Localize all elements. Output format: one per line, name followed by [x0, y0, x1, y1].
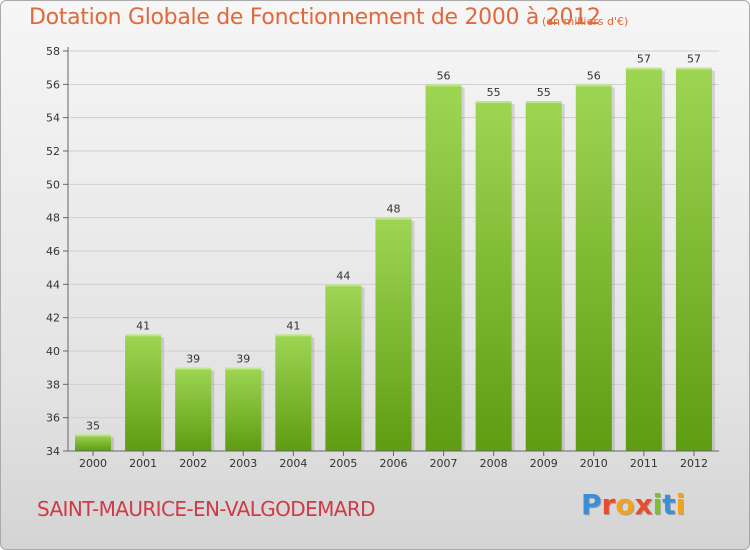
- y-tick-label: 42: [46, 312, 60, 325]
- bar-2006: [375, 217, 412, 451]
- bar-highlight: [175, 367, 212, 370]
- value-label-2008: 55: [487, 86, 501, 99]
- x-tick-label-2000: 2000: [79, 457, 107, 470]
- bar-highlight: [275, 334, 312, 337]
- bars: [75, 67, 715, 452]
- bar-2002: [175, 367, 212, 451]
- proxiti-logo: Proxiti: [581, 488, 686, 521]
- value-label-2004: 41: [286, 319, 300, 332]
- bar-highlight: [225, 367, 262, 370]
- value-label-2001: 41: [136, 319, 150, 332]
- x-tick-label-2001: 2001: [129, 457, 157, 470]
- bar-highlight: [525, 101, 562, 103]
- y-tick-label: 58: [46, 45, 60, 58]
- bar-highlight: [675, 67, 712, 70]
- x-tick-label-2008: 2008: [480, 457, 508, 470]
- bar-highlight: [475, 101, 512, 103]
- value-label-2009: 55: [537, 86, 551, 99]
- x-tick-label-2012: 2012: [680, 457, 708, 470]
- y-tick-label: 54: [46, 112, 60, 125]
- value-label-2011: 57: [637, 53, 651, 66]
- value-label-2010: 56: [587, 69, 601, 82]
- y-tick-label: 46: [46, 245, 60, 258]
- bar-2008: [475, 101, 512, 451]
- bar-2012: [675, 67, 712, 452]
- x-tick-label-2003: 2003: [229, 457, 257, 470]
- y-tick-label: 44: [46, 278, 60, 291]
- x-tick-label-2006: 2006: [380, 457, 408, 470]
- x-tick-label-2011: 2011: [630, 457, 658, 470]
- value-label-2003: 39: [236, 353, 250, 366]
- bar-2010: [575, 84, 612, 451]
- y-tick-label: 40: [46, 345, 60, 358]
- bar-2005: [325, 284, 362, 451]
- unit-label: (en milliers d'€): [542, 15, 629, 28]
- bar-highlight: [375, 217, 412, 220]
- y-tick-label: 34: [46, 445, 60, 458]
- y-tick-label: 38: [46, 378, 60, 391]
- bar-2000: [75, 434, 112, 451]
- chart-title: Dotation Globale de Fonctionnement de 20…: [29, 5, 601, 30]
- bar-highlight: [425, 84, 462, 87]
- bar-2004: [275, 334, 312, 451]
- value-label-2007: 56: [437, 69, 451, 82]
- value-label-2012: 57: [687, 53, 701, 66]
- bar-highlight: [325, 284, 362, 287]
- x-tick-label-2004: 2004: [279, 457, 307, 470]
- bar-highlight: [75, 434, 112, 437]
- bar-2007: [425, 84, 462, 451]
- bar-highlight: [575, 84, 612, 87]
- x-tick-label-2007: 2007: [430, 457, 458, 470]
- bar-2001: [125, 334, 162, 451]
- commune-name: SAINT-MAURICE-EN-VALGODEMARD: [37, 497, 376, 521]
- bar-2009: [525, 101, 562, 451]
- y-tick-label: 36: [46, 412, 60, 425]
- bar-highlight: [125, 334, 162, 337]
- value-label-2002: 39: [186, 353, 200, 366]
- labels: 34 36 38 40 42 44 46 48 50 52 54 56 58 35 2000 41 2001 39…: [46, 45, 708, 470]
- y-tick-label: 50: [46, 178, 60, 191]
- value-label-2000: 35: [86, 419, 100, 432]
- x-tick-label-2005: 2005: [329, 457, 357, 470]
- y-tick-label: 56: [46, 78, 60, 91]
- axes: [63, 47, 719, 456]
- bar-highlight: [625, 67, 662, 70]
- value-label-2006: 48: [387, 203, 401, 216]
- x-tick-label-2009: 2009: [530, 457, 558, 470]
- y-tick-label: 52: [46, 145, 60, 158]
- bar-2011: [625, 67, 662, 452]
- value-label-2005: 44: [336, 269, 350, 282]
- x-tick-label-2010: 2010: [580, 457, 608, 470]
- x-tick-label-2002: 2002: [179, 457, 207, 470]
- y-tick-label: 48: [46, 212, 60, 225]
- bar-2003: [225, 367, 262, 451]
